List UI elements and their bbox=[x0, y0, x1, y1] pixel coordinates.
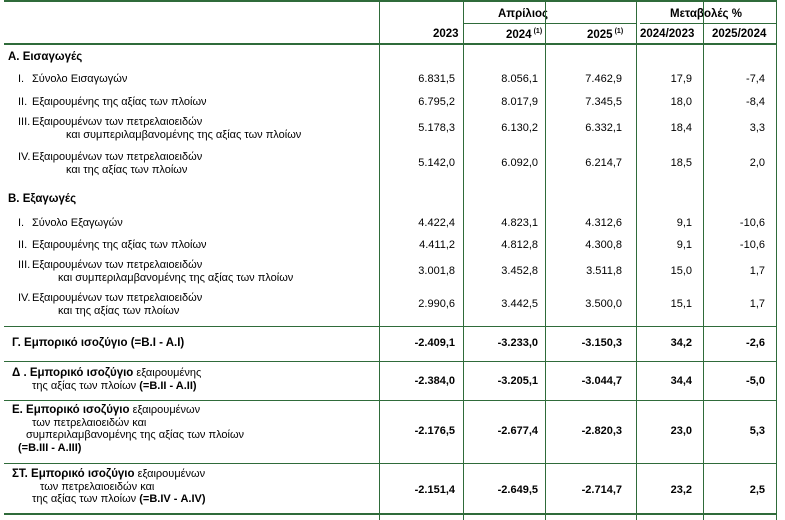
header-rule bbox=[4, 43, 776, 45]
header-col-2023: 2023 bbox=[433, 28, 459, 40]
header-period: Απρίλιος bbox=[498, 8, 549, 20]
top-rule bbox=[4, 0, 776, 2]
bottom-rule bbox=[4, 513, 776, 515]
col-separator bbox=[703, 0, 704, 520]
section-exports-title: Β. Εξαγωγές bbox=[8, 193, 77, 205]
col-separator bbox=[636, 0, 637, 520]
section-imports-title: Α. Εισαγωγές bbox=[8, 51, 83, 63]
row-rule bbox=[4, 463, 776, 464]
period-underline bbox=[463, 23, 636, 24]
col-separator bbox=[463, 0, 464, 520]
changes-underline bbox=[640, 23, 776, 24]
col-separator bbox=[379, 0, 380, 520]
header-col-2025-2024: 2025/2024 bbox=[712, 28, 767, 40]
header-col-2024: 2024 (1) bbox=[506, 28, 543, 41]
col-separator bbox=[776, 0, 777, 520]
header-col-2025: 2025 (1) bbox=[587, 28, 624, 41]
row-rule bbox=[4, 361, 776, 362]
section-rule bbox=[4, 326, 776, 327]
col-separator bbox=[545, 0, 546, 520]
header-changes: Μεταβολές % bbox=[670, 8, 742, 20]
header-col-2024-2023: 2024/2023 bbox=[640, 28, 695, 40]
row-rule bbox=[4, 400, 776, 401]
